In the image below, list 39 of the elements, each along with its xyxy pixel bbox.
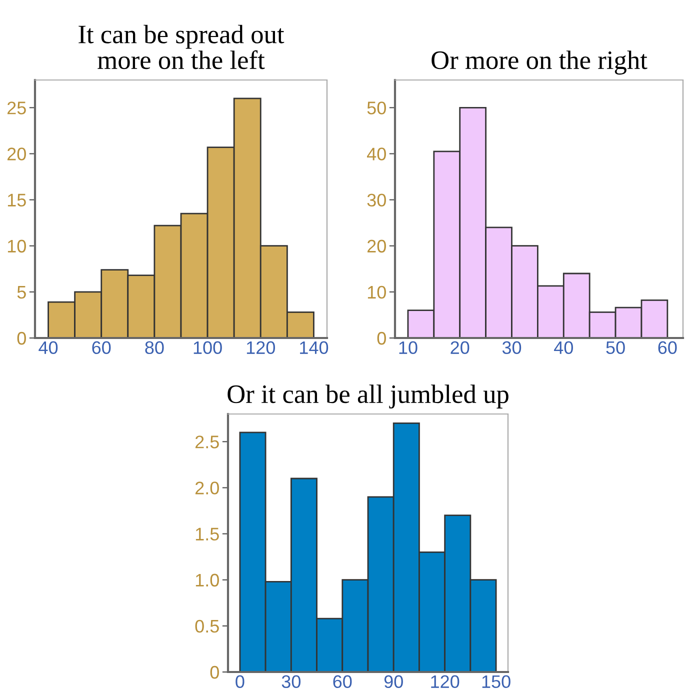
x-tick-label: 40 bbox=[38, 341, 58, 354]
chart-title: It can be spread out more on the left bbox=[78, 24, 284, 70]
chart-title: Or it can be all jumbled up bbox=[228, 384, 508, 409]
x-tick-label: 90 bbox=[384, 675, 403, 688]
x-tick-label: 60 bbox=[658, 341, 677, 354]
y-tick-label: 20 bbox=[367, 240, 386, 253]
y-tick-label: 0.5 bbox=[195, 620, 219, 633]
chart-title: Or more on the right bbox=[432, 50, 648, 75]
x-tick-label: 60 bbox=[92, 341, 111, 354]
y-tick-label: 1.5 bbox=[196, 528, 219, 541]
x-tick-label: 30 bbox=[502, 341, 522, 354]
y-tick-label: 0 bbox=[17, 332, 26, 345]
x-tick-label: 30 bbox=[282, 675, 301, 688]
x-tick-label: 50 bbox=[606, 341, 625, 354]
x-tick-label: 150 bbox=[482, 675, 510, 688]
y-tick-label: 0 bbox=[377, 332, 386, 345]
x-tick-label: 120 bbox=[246, 341, 275, 354]
y-tick-label: 20 bbox=[7, 148, 26, 160]
x-tick-label: 60 bbox=[333, 675, 352, 688]
x-tick-label: 40 bbox=[554, 341, 573, 354]
y-tick-label: 30 bbox=[367, 194, 386, 207]
x-tick-label: 140 bbox=[300, 341, 328, 354]
x-tick-label: 80 bbox=[145, 341, 164, 354]
y-tick-label: 5 bbox=[17, 286, 26, 299]
y-tick-label: 2.5 bbox=[195, 436, 219, 448]
y-tick-label: 0 bbox=[210, 666, 219, 679]
x-tick-label: 100 bbox=[194, 341, 222, 354]
y-tick-label: 10 bbox=[368, 286, 386, 299]
x-tick-label: 0 bbox=[236, 675, 244, 688]
x-tick-label: 10 bbox=[399, 341, 418, 354]
text: 2.0 bbox=[195, 482, 219, 494]
x-tick-label: 120 bbox=[431, 675, 460, 688]
text: 1.0 bbox=[196, 574, 219, 587]
y-tick-label: 25 bbox=[7, 102, 26, 114]
y-tick-label: 15 bbox=[8, 194, 26, 207]
x-tick-label: 20 bbox=[450, 341, 470, 354]
y-tick-label: 50 bbox=[367, 102, 386, 114]
y-tick-label: 40 bbox=[367, 148, 386, 160]
y-tick-label: 10 bbox=[8, 240, 26, 253]
